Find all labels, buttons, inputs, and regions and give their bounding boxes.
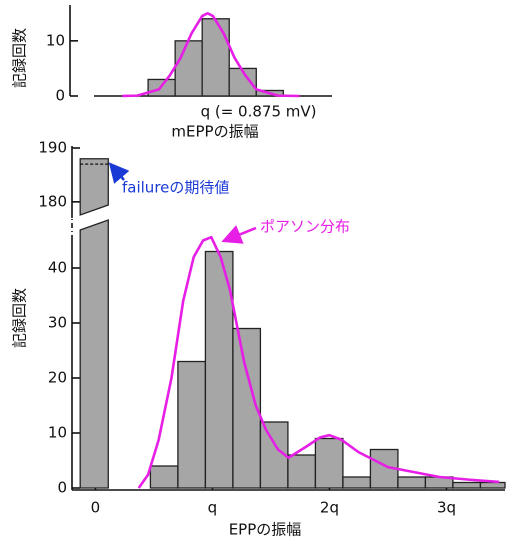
bar bbox=[479, 481, 506, 489]
x-tick-label: q (= 0.875 mV) bbox=[201, 103, 317, 121]
bar bbox=[452, 481, 482, 489]
x-axis-label: EPPの振幅 bbox=[229, 521, 302, 539]
bar-lower bbox=[79, 219, 109, 489]
y-tick-label: 20 bbox=[48, 369, 67, 387]
y-tick-label: 30 bbox=[48, 314, 67, 332]
x-tick-label: 0 bbox=[91, 499, 101, 517]
y-tick-label: 0 bbox=[57, 479, 67, 497]
x-tick-label: q bbox=[208, 499, 218, 517]
y-tick-label: 10 bbox=[46, 31, 65, 49]
annotation-arrow bbox=[108, 162, 130, 184]
bar bbox=[287, 454, 317, 489]
x-axis-label: mEPPの振幅 bbox=[171, 123, 258, 141]
x-tick-label: 3q bbox=[437, 499, 456, 517]
bar bbox=[397, 476, 427, 489]
bar-upper bbox=[79, 158, 109, 216]
bar bbox=[174, 40, 203, 97]
y-tick-label: 40 bbox=[48, 259, 67, 277]
fit-curve bbox=[122, 11, 300, 98]
fit-curve bbox=[137, 235, 500, 489]
annotation: ポアソン分布 bbox=[260, 218, 350, 236]
y-tick-label: 10 bbox=[48, 424, 67, 442]
bar bbox=[177, 360, 207, 489]
annotation-arrow bbox=[221, 225, 257, 244]
annotation: failureの期待値 bbox=[122, 179, 229, 197]
bar bbox=[342, 476, 372, 489]
y-tick-label: 190 bbox=[38, 139, 67, 157]
x-tick-label: 2q bbox=[320, 499, 339, 517]
y-axis-label: 記録回数 bbox=[11, 288, 29, 348]
bar bbox=[314, 437, 344, 489]
bar bbox=[204, 250, 234, 489]
y-tick-label: 0 bbox=[55, 87, 65, 105]
y-tick-label: 180 bbox=[38, 192, 67, 210]
bar bbox=[201, 18, 230, 97]
y-axis-label: 記録回数 bbox=[11, 28, 29, 88]
bar bbox=[149, 465, 179, 489]
